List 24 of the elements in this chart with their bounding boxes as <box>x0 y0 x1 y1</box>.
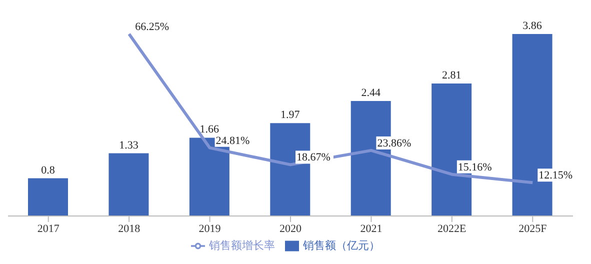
data-label: 3.86 <box>522 20 542 32</box>
bar <box>28 178 68 216</box>
x-tick-label: 2022E <box>438 222 467 235</box>
data-label: 15.16% <box>458 161 492 174</box>
x-tick-label: 2019 <box>198 222 222 235</box>
data-label: 0.8 <box>41 164 56 176</box>
data-label: 18.67% <box>296 152 330 164</box>
bar <box>108 153 149 216</box>
data-label: 24.81% <box>216 134 250 147</box>
legend-label: 销售额（亿元） <box>303 240 380 252</box>
data-label: 66.25% <box>135 21 169 33</box>
legend-label: 销售额增长率 <box>209 240 275 252</box>
data-label: 23.86% <box>377 137 412 150</box>
x-tick-label: 2021 <box>360 222 382 235</box>
data-label: 2.81 <box>442 70 462 82</box>
x-tick-label: 2017 <box>37 222 60 235</box>
data-label: 12.15% <box>538 170 573 182</box>
x-tick-label: 2025F <box>518 222 547 235</box>
data-label: 2.44 <box>361 86 381 99</box>
x-tick-label: 2018 <box>118 222 141 235</box>
x-tick-label: 2020 <box>280 222 302 235</box>
data-label: 1.33 <box>119 139 139 152</box>
data-label: 1.66 <box>200 124 220 136</box>
data-label: 1.97 <box>280 109 300 122</box>
